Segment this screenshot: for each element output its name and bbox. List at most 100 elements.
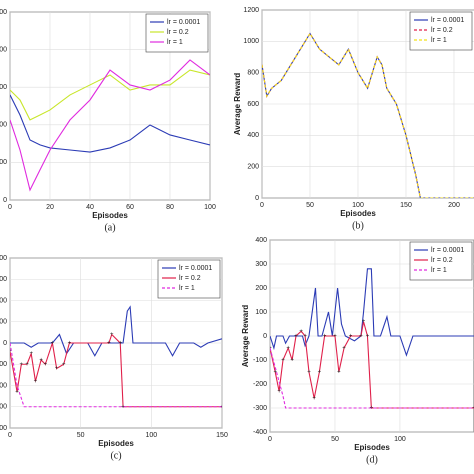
marker: + [312, 396, 316, 402]
y-tick-label: 800 [247, 70, 259, 77]
y-tick-label: -400 [0, 425, 7, 432]
marker: + [281, 358, 285, 364]
x-tick-label: 150 [216, 432, 228, 439]
marker: + [303, 334, 307, 340]
x-tick-label: 80 [166, 204, 174, 211]
y-tick-label: -200 [0, 382, 7, 389]
series-line [10, 342, 222, 408]
marker: + [318, 370, 322, 376]
marker: + [107, 341, 111, 347]
y-tick-label: 200 [255, 285, 267, 292]
x-axis-label: Episodes [98, 439, 134, 448]
marker: + [15, 389, 19, 395]
y-tick-label: 400 [255, 237, 267, 244]
x-axis-label: Episodes [92, 211, 128, 220]
x-tick-label: 20 [46, 204, 54, 211]
x-tick-label: 60 [126, 204, 134, 211]
y-tick-label: -300 [0, 404, 7, 411]
marker: + [39, 358, 43, 364]
y-tick-label: 200 [0, 297, 7, 304]
y-tick-label: 300 [0, 276, 7, 283]
marker: + [472, 406, 474, 412]
y-tick-label: -100 [253, 357, 267, 364]
x-tick-label: 100 [352, 202, 364, 209]
legend-label: lr = 1 [179, 285, 195, 292]
legend-label: lr = 0.2 [431, 27, 453, 34]
y-tick-label: 400 [247, 132, 259, 139]
series-layer: +++ +++++++++ ++++ + [8, 305, 222, 410]
y-tick-label: 100 [0, 319, 7, 326]
marker: + [294, 334, 298, 340]
marker: + [370, 406, 374, 412]
marker: + [62, 362, 66, 368]
series-line [10, 94, 210, 153]
x-tick-label: 40 [86, 204, 94, 211]
x-axis-label: Episodes [340, 209, 376, 218]
y-tick-label: 600 [0, 84, 7, 91]
caption: (c) [110, 450, 121, 461]
x-tick-label: 0 [268, 436, 272, 443]
series-line [270, 347, 474, 409]
marker: + [349, 334, 353, 340]
y-tick-label: 200 [0, 159, 7, 166]
y-tick-label: 300 [255, 261, 267, 268]
legend-box [409, 11, 473, 51]
marker: + [20, 362, 24, 368]
y-tick-label: 1000 [0, 9, 7, 16]
marker: + [29, 351, 33, 357]
marker: + [323, 334, 327, 340]
y-tick-label: -300 [253, 405, 267, 412]
marker: + [342, 346, 346, 352]
marker: + [51, 341, 55, 347]
y-tick-label: 1000 [243, 38, 259, 45]
x-tick-label: 100 [394, 436, 406, 443]
marker: + [44, 362, 48, 368]
x-tick-label: 50 [331, 436, 339, 443]
marker: + [307, 370, 311, 376]
x-tick-label: 0 [8, 432, 12, 439]
legend-label: lr = 0.2 [179, 275, 201, 282]
marker: + [273, 370, 277, 376]
x-axis-label: Episodes [354, 443, 390, 452]
series-line [10, 59, 210, 192]
marker: + [362, 319, 366, 325]
x-tick-label: 50 [306, 202, 314, 209]
x-tick-label: 0 [8, 204, 12, 211]
legend-label: lr = 0.0001 [431, 247, 464, 254]
x-tick-label: 50 [77, 432, 85, 439]
y-tick-label: 400 [0, 255, 7, 262]
y-tick-label: -400 [253, 429, 267, 436]
x-tick-label: 100 [145, 432, 157, 439]
marker: + [25, 362, 29, 368]
legend-box [409, 241, 473, 281]
series-layer [262, 32, 474, 198]
marker: + [118, 341, 122, 347]
caption: (a) [104, 222, 115, 233]
marker: + [333, 334, 337, 340]
y-tick-label: 600 [247, 101, 259, 108]
series-line [262, 32, 474, 198]
x-tick-label: 200 [448, 202, 460, 209]
marker: + [8, 349, 12, 355]
marker: + [277, 389, 281, 395]
x-tick-label: 150 [400, 202, 412, 209]
y-tick-label: 0 [263, 333, 267, 340]
y-tick-label: 100 [255, 309, 267, 316]
y-tick-label: 1200 [243, 7, 259, 14]
legend-label: lr = 1 [431, 37, 447, 44]
y-tick-label: 400 [0, 122, 7, 129]
legend-box [145, 13, 209, 53]
series-line [270, 268, 474, 357]
y-tick-label: -200 [253, 381, 267, 388]
marker: + [290, 358, 294, 364]
y-tick-label: 0 [255, 195, 259, 202]
marker: + [34, 379, 38, 385]
y-tick-label: -100 [0, 361, 7, 368]
legend-label: lr = 0.2 [431, 257, 453, 264]
series-line [10, 69, 210, 121]
marker: + [337, 370, 341, 376]
marker: + [286, 346, 290, 352]
x-tick-label: 100 [204, 204, 216, 211]
series-layer: ++++++++++++++++++++++ [270, 268, 474, 412]
